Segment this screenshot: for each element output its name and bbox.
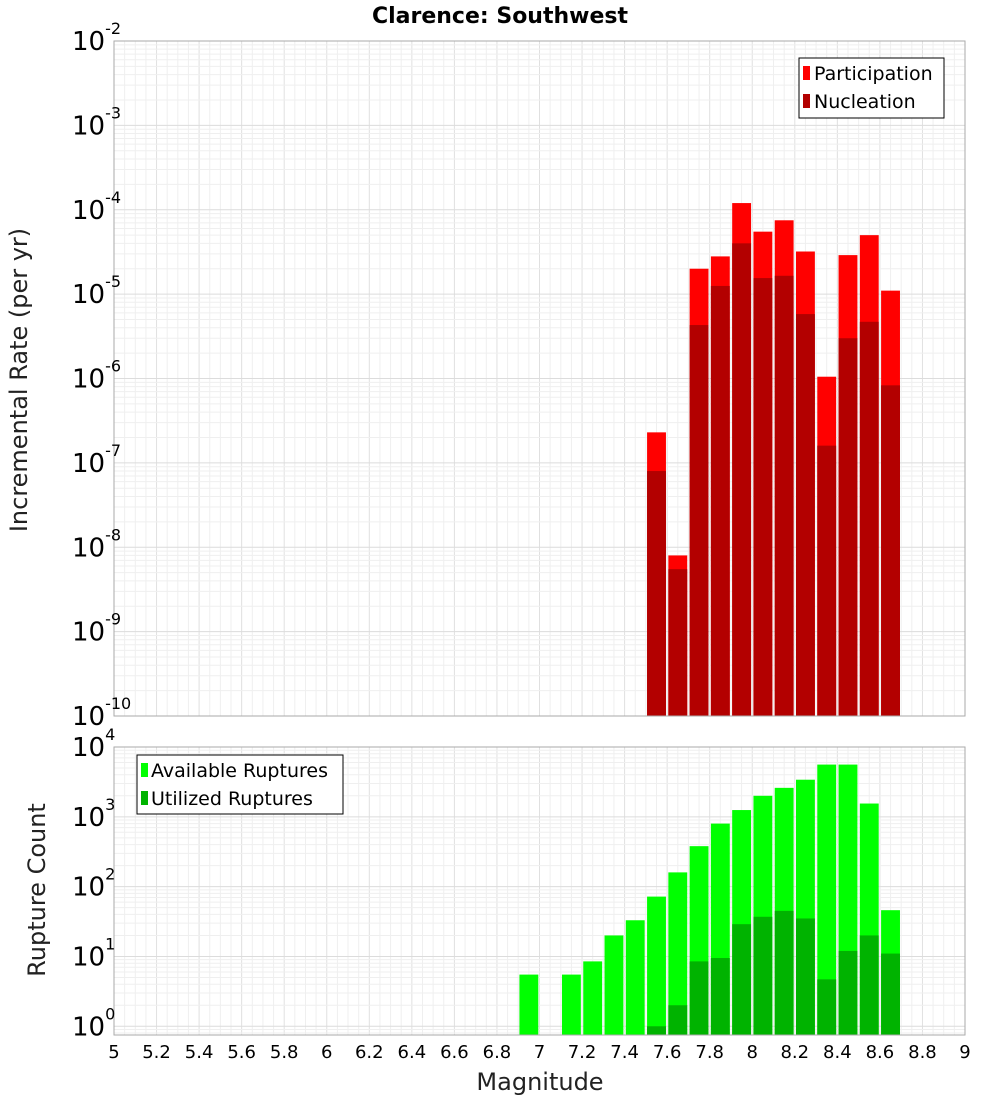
top-bar-nucleation (710, 285, 730, 716)
legend-swatch-nucleation (803, 94, 810, 108)
top-y-tick-label: 10-3 (72, 103, 121, 141)
bottom-y-tick-label: 101 (72, 934, 115, 972)
x-tick-label: 5.4 (185, 1042, 214, 1063)
top-bar-nucleation (732, 243, 752, 717)
chart-title: Clarence: Southwest (372, 4, 629, 29)
bottom-bar-utilized-ruptures (838, 950, 858, 1035)
bottom-bars (519, 764, 900, 1035)
bottom-panel: 100 101 102 103 104 5 5.2 5.4 5.6 5.8 6 6.2 6.4 6.6 6… (23, 725, 971, 1096)
bottom-bar-available-ruptures (817, 764, 837, 1035)
x-tick-label: 8.8 (908, 1042, 937, 1063)
bottom-bar-utilized-ruptures (859, 935, 879, 1035)
bottom-bar-available-ruptures (668, 872, 688, 1035)
bottom-y-axis-label: Rupture Count (23, 803, 51, 977)
bottom-y-tick-label: 104 (72, 725, 115, 763)
legend-label-utilized: Utilized Ruptures (151, 788, 313, 810)
bottom-bar-available-ruptures (519, 974, 539, 1035)
x-tick-label: 6.4 (398, 1042, 427, 1063)
bottom-bar-utilized-ruptures (732, 924, 752, 1035)
bottom-y-tick-label: 103 (72, 795, 115, 833)
bottom-bar-utilized-ruptures (668, 1005, 688, 1035)
x-tick-label: 5.6 (227, 1042, 256, 1063)
top-bar-nucleation (838, 338, 858, 716)
top-y-tick-label: 10-10 (72, 694, 131, 732)
bottom-bar-utilized-ruptures (689, 961, 709, 1035)
legend-swatch-utilized (141, 791, 148, 805)
x-tick-label: 8 (747, 1042, 758, 1063)
bottom-y-tick-labels: 100 101 102 103 104 (72, 725, 115, 1042)
x-tick-label: 5.2 (142, 1042, 171, 1063)
legend-swatch-available (141, 763, 148, 777)
bottom-bar-utilized-ruptures (774, 910, 794, 1035)
top-y-tick-label: 10-5 (72, 272, 121, 310)
x-tick-labels: 5 5.2 5.4 5.6 5.8 6 6.2 6.4 6.6 6.8 7 7.2 7.4 7.6 7.8 8… (108, 1042, 970, 1063)
bottom-legend-box (136, 754, 344, 815)
top-bar-nucleation (881, 385, 900, 716)
x-tick-label: 5.8 (270, 1042, 299, 1063)
top-y-axis-label: Incremental Rate (per yr) (5, 228, 33, 532)
legend-label-participation: Participation (814, 63, 933, 85)
x-tick-label: 7.8 (695, 1042, 724, 1063)
bottom-bar-utilized-ruptures (796, 918, 815, 1035)
bottom-bar-utilized-ruptures (753, 916, 773, 1035)
top-bar-nucleation (668, 569, 688, 716)
top-y-tick-label: 10-7 (72, 441, 121, 479)
legend-label-nucleation: Nucleation (814, 91, 916, 113)
top-panel: 10-10 10-9 10-8 10-7 10-6 10-5 10-4 10-3 10-2 In… (5, 19, 966, 732)
bottom-bar-available-ruptures (583, 961, 603, 1035)
top-bar-nucleation (689, 325, 709, 716)
x-tick-label: 7 (534, 1042, 545, 1063)
legend-label-available: Available Ruptures (151, 760, 328, 782)
top-bar-nucleation (817, 445, 837, 716)
bottom-bar-utilized-ruptures (881, 953, 900, 1035)
bottom-bar-available-ruptures (561, 974, 581, 1035)
x-tick-label: 7.4 (610, 1042, 639, 1063)
top-bars (647, 203, 900, 717)
x-tick-label: 7.6 (653, 1042, 682, 1063)
bottom-legend: Available Ruptures Utilized Ruptures (136, 754, 344, 815)
x-tick-label: 9 (959, 1042, 970, 1063)
x-tick-label: 6.2 (355, 1042, 384, 1063)
top-y-tick-label: 10-8 (72, 525, 121, 563)
top-y-tick-labels: 10-10 10-9 10-8 10-7 10-6 10-5 10-4 10-3 10-2 (72, 19, 131, 732)
top-bar-nucleation (753, 278, 773, 716)
top-bar-nucleation (647, 471, 666, 716)
bottom-bar-utilized-ruptures (817, 979, 837, 1035)
top-legend: Participation Nucleation (798, 57, 945, 119)
bottom-plot-frame (113, 746, 966, 1036)
bottom-bar-available-ruptures (625, 920, 645, 1035)
bottom-bar-available-ruptures (604, 935, 624, 1035)
top-y-tick-label: 10-6 (72, 357, 121, 395)
top-plot-frame (113, 40, 966, 717)
x-tick-label: 8.6 (866, 1042, 895, 1063)
top-y-tick-label: 10-9 (72, 610, 121, 648)
x-tick-label: 6.8 (483, 1042, 512, 1063)
legend-swatch-participation (803, 66, 810, 80)
top-bar-nucleation (859, 321, 879, 716)
x-tick-label: 5 (108, 1042, 119, 1063)
bottom-y-tick-label: 102 (72, 865, 115, 903)
x-axis-label: Magnitude (476, 1068, 603, 1096)
bottom-bar-utilized-ruptures (647, 1026, 666, 1035)
top-legend-box (798, 57, 945, 119)
x-tick-label: 8.2 (780, 1042, 809, 1063)
top-y-tick-label: 10-4 (72, 188, 121, 226)
x-tick-label: 8.4 (823, 1042, 852, 1063)
x-tick-label: 6.6 (440, 1042, 469, 1063)
top-bar-nucleation (774, 275, 794, 716)
x-tick-label: 6 (321, 1042, 332, 1063)
top-bar-nucleation (796, 314, 815, 716)
x-tick-label: 7.2 (568, 1042, 597, 1063)
bottom-y-tick-label: 100 (72, 1004, 115, 1042)
top-y-tick-label: 10-2 (72, 19, 121, 57)
bottom-bar-utilized-ruptures (710, 958, 730, 1035)
top-grid (113, 41, 966, 717)
bottom-bar-available-ruptures (647, 896, 666, 1035)
